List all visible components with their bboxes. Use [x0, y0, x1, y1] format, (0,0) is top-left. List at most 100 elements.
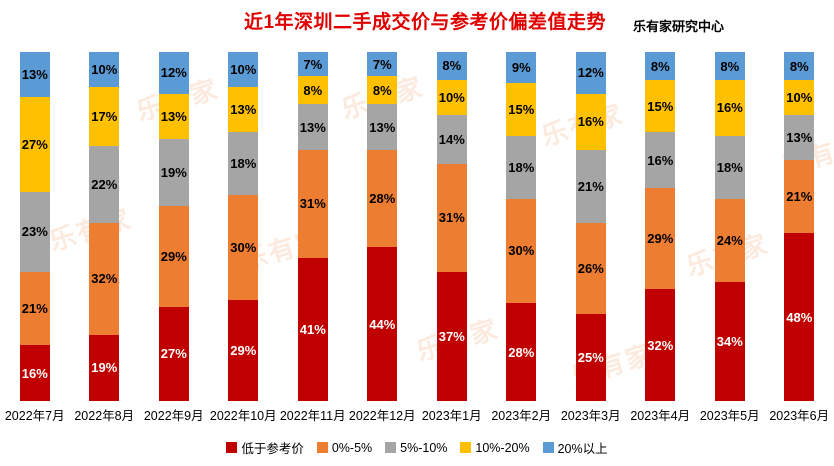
bar-segment-series-4: 13%: [19, 52, 50, 98]
bar-column: 32% 29% 16% 15% 8%: [626, 52, 696, 401]
bar-value-label: 8%: [789, 58, 809, 74]
bar-segment-series-3: 10%: [784, 79, 815, 115]
bar-value-label: 12%: [577, 65, 604, 81]
stacked-bar: 44% 28% 13% 8% 7%: [367, 52, 398, 401]
bar-value-label: 10%: [230, 61, 257, 77]
stacked-bar: 27% 29% 19% 13% 12%: [158, 52, 189, 401]
bar-value-label: 8%: [442, 58, 462, 74]
bar-column: 29% 30% 18% 13% 10%: [209, 52, 279, 401]
bar-segment-series-4: 8%: [784, 52, 815, 80]
bar-value-label: 14%: [438, 131, 465, 147]
bar-segment-series-2: 23%: [19, 191, 50, 272]
bar-value-label: 22%: [91, 177, 118, 193]
bar-segment-series-0: 28%: [506, 303, 537, 401]
bar-segment-series-4: 12%: [575, 52, 606, 94]
bar-segment-series-0: 16%: [19, 345, 50, 401]
bar-value-label: 30%: [508, 243, 535, 259]
bar-segment-series-1: 21%: [784, 160, 815, 234]
x-axis-label: 2022年12月: [348, 409, 416, 423]
bar-value-label: 28%: [369, 191, 396, 207]
legend: 低于参考价 0%-5% 5%-10% 10%-20% 20%以上: [0, 438, 834, 457]
legend-label: 20%以上: [557, 442, 608, 456]
bar-value-label: 18%: [508, 159, 535, 175]
bar-value-label: 13%: [369, 119, 396, 135]
stacked-bar: 28% 30% 18% 15% 9%: [506, 52, 537, 401]
bar-segment-series-1: 29%: [645, 188, 676, 290]
bar-segment-series-3: 17%: [89, 86, 120, 147]
bar-segment-series-0: 19%: [89, 334, 120, 401]
x-axis-label: 2022年7月: [4, 409, 65, 423]
legend-swatch: [542, 442, 554, 453]
bar-segment-series-1: 31%: [436, 163, 467, 272]
bar-segment-series-1: 29%: [158, 205, 189, 307]
bar-segment-series-3: 16%: [575, 93, 606, 150]
bar-value-label: 9%: [511, 60, 531, 76]
legend-swatch: [460, 442, 472, 453]
bar-value-label: 24%: [716, 232, 743, 248]
x-axis-label: 2023年2月: [491, 409, 552, 423]
bar-segment-series-0: 34%: [714, 282, 745, 401]
bar-value-label: 8%: [650, 58, 670, 74]
x-axis-label: 2022年10月: [209, 409, 277, 423]
bar-value-label: 26%: [577, 260, 604, 276]
bar-value-label: 21%: [21, 301, 48, 317]
bar-segment-series-4: 10%: [228, 52, 259, 87]
bar-segment-series-0: 44%: [367, 247, 398, 401]
bar-value-label: 13%: [786, 130, 813, 146]
bar-segment-series-0: 48%: [784, 233, 815, 401]
bar-value-label: 8%: [372, 82, 392, 98]
x-axis-label: 2023年6月: [769, 409, 830, 423]
bar-segment-series-3: 10%: [436, 79, 467, 115]
bar-segment-series-0: 41%: [297, 257, 328, 401]
stacked-bar: 32% 29% 16% 15% 8%: [645, 52, 676, 401]
bar-segment-series-2: 21%: [575, 149, 606, 224]
bar-value-label: 8%: [303, 82, 323, 98]
x-axis-label: 2022年9月: [143, 409, 204, 423]
bar-segment-series-1: 24%: [714, 198, 745, 283]
bar-segment-series-4: 8%: [436, 52, 467, 80]
bar-column: 19% 32% 22% 17% 10%: [70, 52, 140, 401]
bar-column: 48% 21% 13% 10% 8%: [765, 52, 834, 401]
legend-swatch: [385, 442, 397, 453]
bar-value-label: 29%: [160, 248, 187, 264]
bar-segment-series-4: 7%: [367, 52, 398, 77]
legend-item: 低于参考价: [226, 438, 304, 457]
bar-segment-series-0: 29%: [228, 299, 259, 401]
legend-label: 10%-20%: [475, 440, 530, 455]
bar-segment-series-2: 22%: [89, 146, 120, 224]
bar-segment-series-3: 15%: [506, 83, 537, 136]
bar-segment-series-1: 30%: [228, 195, 259, 300]
stacked-bar: 16% 21% 23% 27% 13%: [19, 52, 50, 401]
x-axis-label: 2023年4月: [630, 409, 691, 423]
bar-segment-series-3: 13%: [158, 93, 189, 140]
x-axis-label: 2022年11月: [279, 409, 346, 423]
bar-value-label: 44%: [369, 316, 396, 332]
stacked-bar: 37% 31% 14% 10% 8%: [436, 52, 467, 401]
bar-segment-series-4: 12%: [158, 52, 189, 94]
bar-value-label: 32%: [91, 271, 118, 287]
stacked-bar: 41% 31% 13% 8% 7%: [297, 52, 328, 401]
bar-value-label: 31%: [438, 210, 465, 226]
bar-value-label: 8%: [720, 58, 740, 74]
bar-column: 34% 24% 18% 16% 8%: [695, 52, 765, 401]
bar-column: 44% 28% 13% 8% 7%: [348, 52, 418, 401]
legend-swatch: [226, 442, 238, 453]
bar-value-label: 30%: [230, 239, 257, 255]
bar-segment-series-4: 8%: [714, 52, 745, 80]
bar-segment-series-2: 13%: [297, 104, 328, 150]
bar-value-label: 13%: [160, 109, 187, 125]
bar-value-label: 18%: [230, 156, 257, 172]
bar-value-label: 7%: [372, 56, 392, 72]
bar-value-label: 13%: [230, 102, 257, 118]
bar-value-label: 28%: [508, 344, 535, 360]
x-axis-label: 2023年1月: [421, 409, 482, 423]
bar-segment-series-4: 7%: [297, 52, 328, 77]
stacked-bar: 34% 24% 18% 16% 8%: [714, 52, 745, 401]
bar-value-label: 41%: [299, 321, 326, 337]
bar-segment-series-2: 18%: [506, 135, 537, 199]
bar-value-label: 18%: [716, 159, 743, 175]
bar-segment-series-2: 16%: [645, 132, 676, 189]
bar-value-label: 27%: [160, 346, 187, 362]
stacked-bar: 19% 32% 22% 17% 10%: [89, 52, 120, 401]
bar-value-label: 37%: [438, 328, 465, 344]
